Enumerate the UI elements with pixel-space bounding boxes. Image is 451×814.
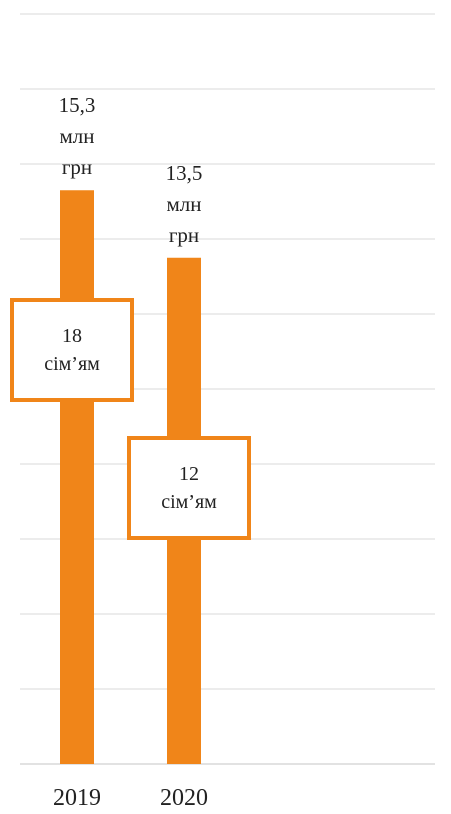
data-label-2020: 13,5 млн грн: [124, 158, 244, 251]
data-label-unit-line: млн: [166, 191, 202, 216]
families-count: 12: [179, 463, 199, 485]
data-label-value: 13,5: [165, 160, 203, 185]
data-label-unit-line: млн: [59, 124, 95, 149]
families-unit: сім’ям: [44, 353, 100, 375]
families-unit: сім’ям: [161, 491, 217, 513]
x-tick-label: 2019: [53, 785, 101, 811]
x-tick-label: 2020: [160, 785, 208, 811]
families-box-2019: 18 сім’ям: [10, 298, 134, 402]
data-label-currency: грн: [61, 155, 93, 180]
data-label-value: 15,3: [58, 93, 96, 118]
bar-2019: [60, 190, 94, 764]
data-label-currency: грн: [168, 222, 200, 247]
families-box-2020: 12 сім’ям: [127, 436, 251, 540]
families-count: 18: [62, 325, 82, 347]
data-label-2019: 15,3 млн грн: [17, 90, 137, 183]
